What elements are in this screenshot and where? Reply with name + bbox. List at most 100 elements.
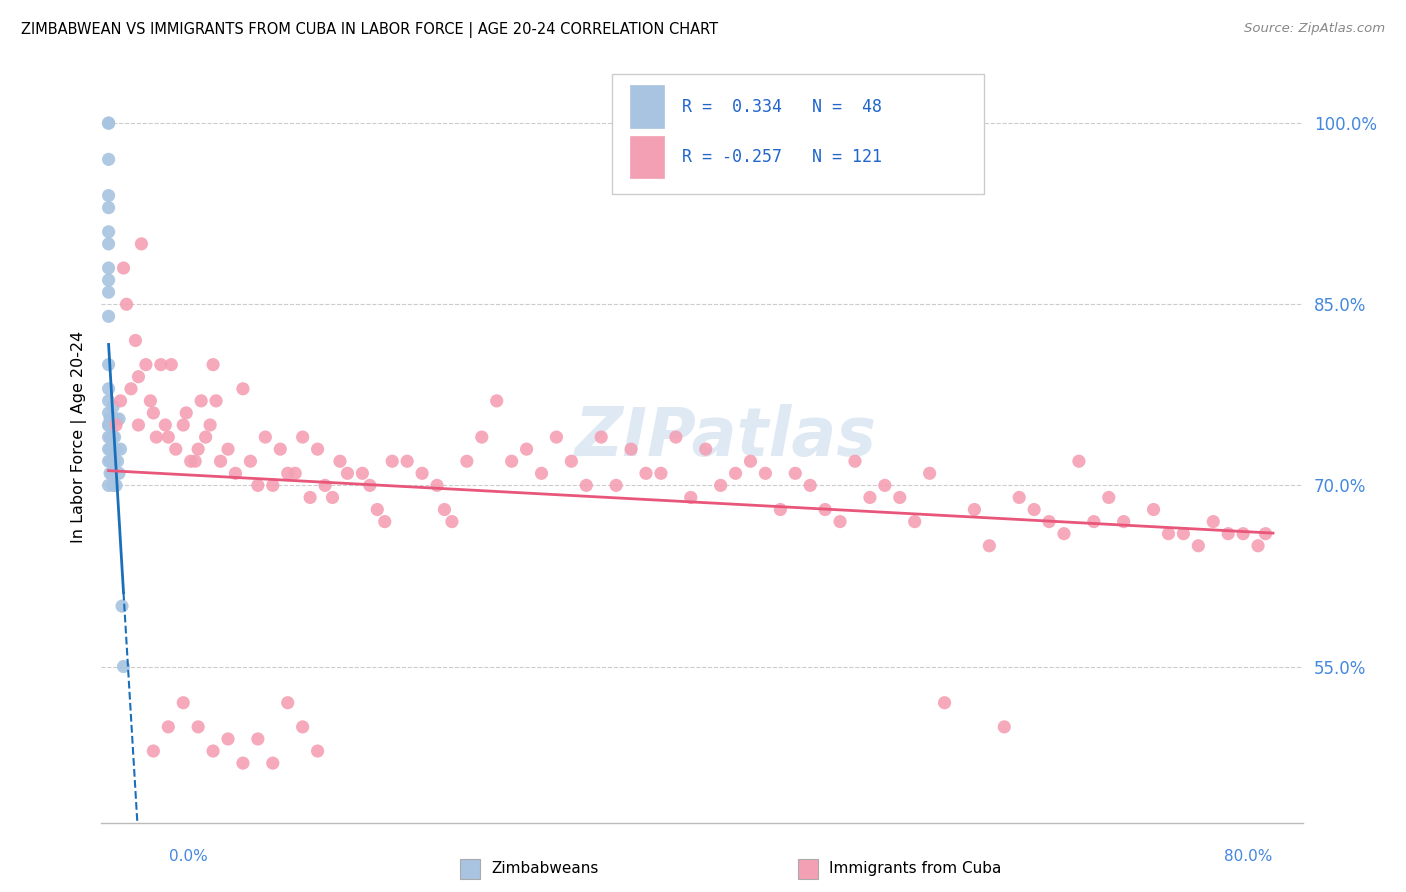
Point bbox=[127, 369, 149, 384]
Point bbox=[605, 478, 627, 492]
Point bbox=[291, 720, 314, 734]
Point bbox=[180, 454, 202, 468]
Point bbox=[291, 430, 314, 444]
Text: Source: ZipAtlas.com: Source: ZipAtlas.com bbox=[1244, 22, 1385, 36]
Point bbox=[124, 334, 146, 348]
Text: 80.0%: 80.0% bbox=[1225, 849, 1272, 864]
Point bbox=[165, 442, 187, 457]
Point bbox=[101, 412, 124, 426]
Point bbox=[679, 491, 702, 505]
Point bbox=[650, 467, 672, 481]
Point bbox=[217, 442, 239, 457]
Point bbox=[108, 412, 131, 426]
Point bbox=[277, 467, 299, 481]
Point bbox=[724, 467, 747, 481]
Point bbox=[814, 502, 837, 516]
Point bbox=[101, 430, 124, 444]
Y-axis label: In Labor Force | Age 20-24: In Labor Force | Age 20-24 bbox=[72, 331, 87, 543]
Point bbox=[246, 478, 269, 492]
Point bbox=[695, 442, 717, 457]
Point bbox=[97, 285, 120, 300]
Point bbox=[97, 442, 120, 457]
Point bbox=[366, 502, 388, 516]
Point bbox=[97, 417, 120, 432]
Point bbox=[844, 454, 866, 468]
Point bbox=[859, 491, 882, 505]
Point bbox=[530, 467, 553, 481]
Point bbox=[174, 406, 197, 420]
Point bbox=[110, 393, 132, 408]
Point bbox=[314, 478, 336, 492]
Point bbox=[1098, 491, 1121, 505]
Point bbox=[97, 417, 120, 432]
Point bbox=[97, 236, 120, 251]
Bar bbox=[630, 136, 664, 178]
Point bbox=[785, 467, 807, 481]
Point bbox=[127, 417, 149, 432]
Point bbox=[754, 467, 776, 481]
Point bbox=[97, 225, 120, 239]
Point bbox=[546, 430, 568, 444]
Point bbox=[108, 467, 131, 481]
Point bbox=[799, 478, 821, 492]
Point bbox=[381, 454, 404, 468]
Point bbox=[100, 412, 122, 426]
Point bbox=[97, 310, 120, 324]
Point bbox=[100, 467, 122, 481]
Point bbox=[396, 454, 419, 468]
Point bbox=[336, 467, 359, 481]
Point bbox=[100, 430, 122, 444]
Point bbox=[103, 412, 125, 426]
Point bbox=[98, 417, 121, 432]
Point bbox=[198, 417, 221, 432]
Point bbox=[172, 696, 194, 710]
Point bbox=[710, 478, 733, 492]
Point bbox=[1008, 491, 1031, 505]
Text: Immigrants from Cuba: Immigrants from Cuba bbox=[828, 862, 1001, 876]
Point bbox=[187, 720, 209, 734]
Point bbox=[501, 454, 523, 468]
Point bbox=[1187, 539, 1209, 553]
Point bbox=[307, 744, 329, 758]
Point bbox=[934, 696, 956, 710]
Point bbox=[97, 116, 120, 130]
Point bbox=[98, 454, 121, 468]
Point bbox=[112, 659, 135, 673]
Point bbox=[111, 599, 134, 614]
Point bbox=[105, 478, 128, 492]
Point bbox=[359, 478, 381, 492]
Point bbox=[904, 515, 927, 529]
Point bbox=[101, 442, 124, 457]
Point bbox=[374, 515, 396, 529]
Text: R = -0.257   N = 121: R = -0.257 N = 121 bbox=[682, 148, 882, 166]
Text: R =  0.334   N =  48: R = 0.334 N = 48 bbox=[682, 98, 882, 116]
Point bbox=[979, 539, 1001, 553]
Point bbox=[157, 720, 180, 734]
Point bbox=[426, 478, 449, 492]
Point bbox=[139, 393, 162, 408]
Point bbox=[190, 393, 212, 408]
Point bbox=[97, 260, 120, 275]
Point bbox=[918, 467, 941, 481]
Point bbox=[963, 502, 986, 516]
Point bbox=[187, 442, 209, 457]
Point bbox=[101, 478, 124, 492]
Point bbox=[993, 720, 1015, 734]
Point bbox=[828, 515, 851, 529]
Point bbox=[97, 406, 120, 420]
Point bbox=[107, 454, 129, 468]
Point bbox=[131, 236, 153, 251]
Point bbox=[97, 358, 120, 372]
Point bbox=[224, 467, 246, 481]
Point bbox=[740, 454, 762, 468]
Point bbox=[239, 454, 262, 468]
Point bbox=[97, 116, 120, 130]
Point bbox=[115, 297, 138, 311]
Point bbox=[172, 417, 194, 432]
Point bbox=[1142, 502, 1164, 516]
Point bbox=[232, 382, 254, 396]
Point bbox=[217, 731, 239, 746]
Point bbox=[100, 454, 122, 468]
Point bbox=[1247, 539, 1270, 553]
Point bbox=[269, 442, 291, 457]
